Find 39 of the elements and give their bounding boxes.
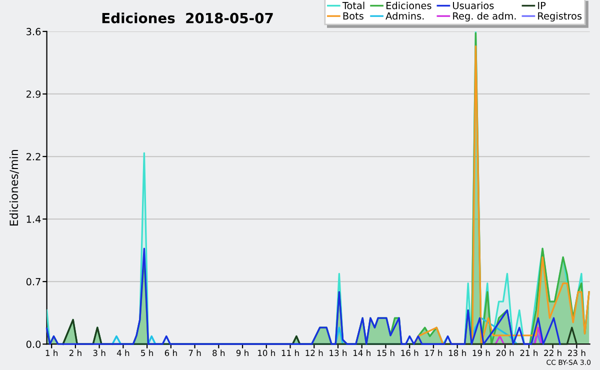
x-tick-label: 21 h [520,350,538,356]
x-tick-label: 19 h [472,350,490,356]
legend-label: Ediciones [386,2,432,10]
y-tick-label: 2.2 [26,152,40,160]
y-axis-title: Ediciones/min [9,150,19,226]
x-tick-label: 4 h [116,350,130,356]
x-tick-label: 7 h [188,350,201,356]
x-tick-label: 17 h [425,350,442,356]
x-tick-label: 2 h [69,350,82,356]
x-tick-label: 14 h [354,350,370,356]
x-tick-label: 6 h [164,350,177,356]
legend-label: Total [342,2,364,10]
x-tick-label: 20 h [496,350,514,356]
legend-label: IP [538,2,546,10]
x-tick-label: 16 h [401,350,418,356]
y-tick-label: 1.4 [26,216,41,223]
x-tick-label: 12 h [306,350,323,356]
x-tick-label: 13 h [330,350,347,356]
x-tick-label: 15 h [377,350,394,356]
legend-label: Reg. de adm. [453,12,516,22]
x-tick-label: 18 h [448,350,466,356]
y-tick-label: 0.0 [26,340,41,348]
y-tick-label: 3.6 [26,28,41,36]
x-tick-label: 11 h [282,350,299,356]
x-tick-label: 1 h [46,350,58,356]
y-tick-label: 0.7 [26,278,40,286]
chart-title: Ediciones 2018-05-07 [102,12,273,24]
x-tick-label: 3 h [93,350,106,356]
legend-label: Admins. [386,12,424,20]
x-tick-label: 22 h [544,350,562,356]
legend-label: Usuarios [453,2,494,10]
x-tick-label: 5 h [141,350,153,356]
x-tick-label: 10 h [258,350,275,356]
x-tick-label: 9 h [236,350,248,356]
x-tick-label: 8 h [212,350,225,356]
legend-label: Registros [538,12,582,22]
x-tick-label: 23 h [568,350,586,356]
legend-label: Bots [343,12,364,20]
y-tick-label: 2.9 [26,90,41,98]
